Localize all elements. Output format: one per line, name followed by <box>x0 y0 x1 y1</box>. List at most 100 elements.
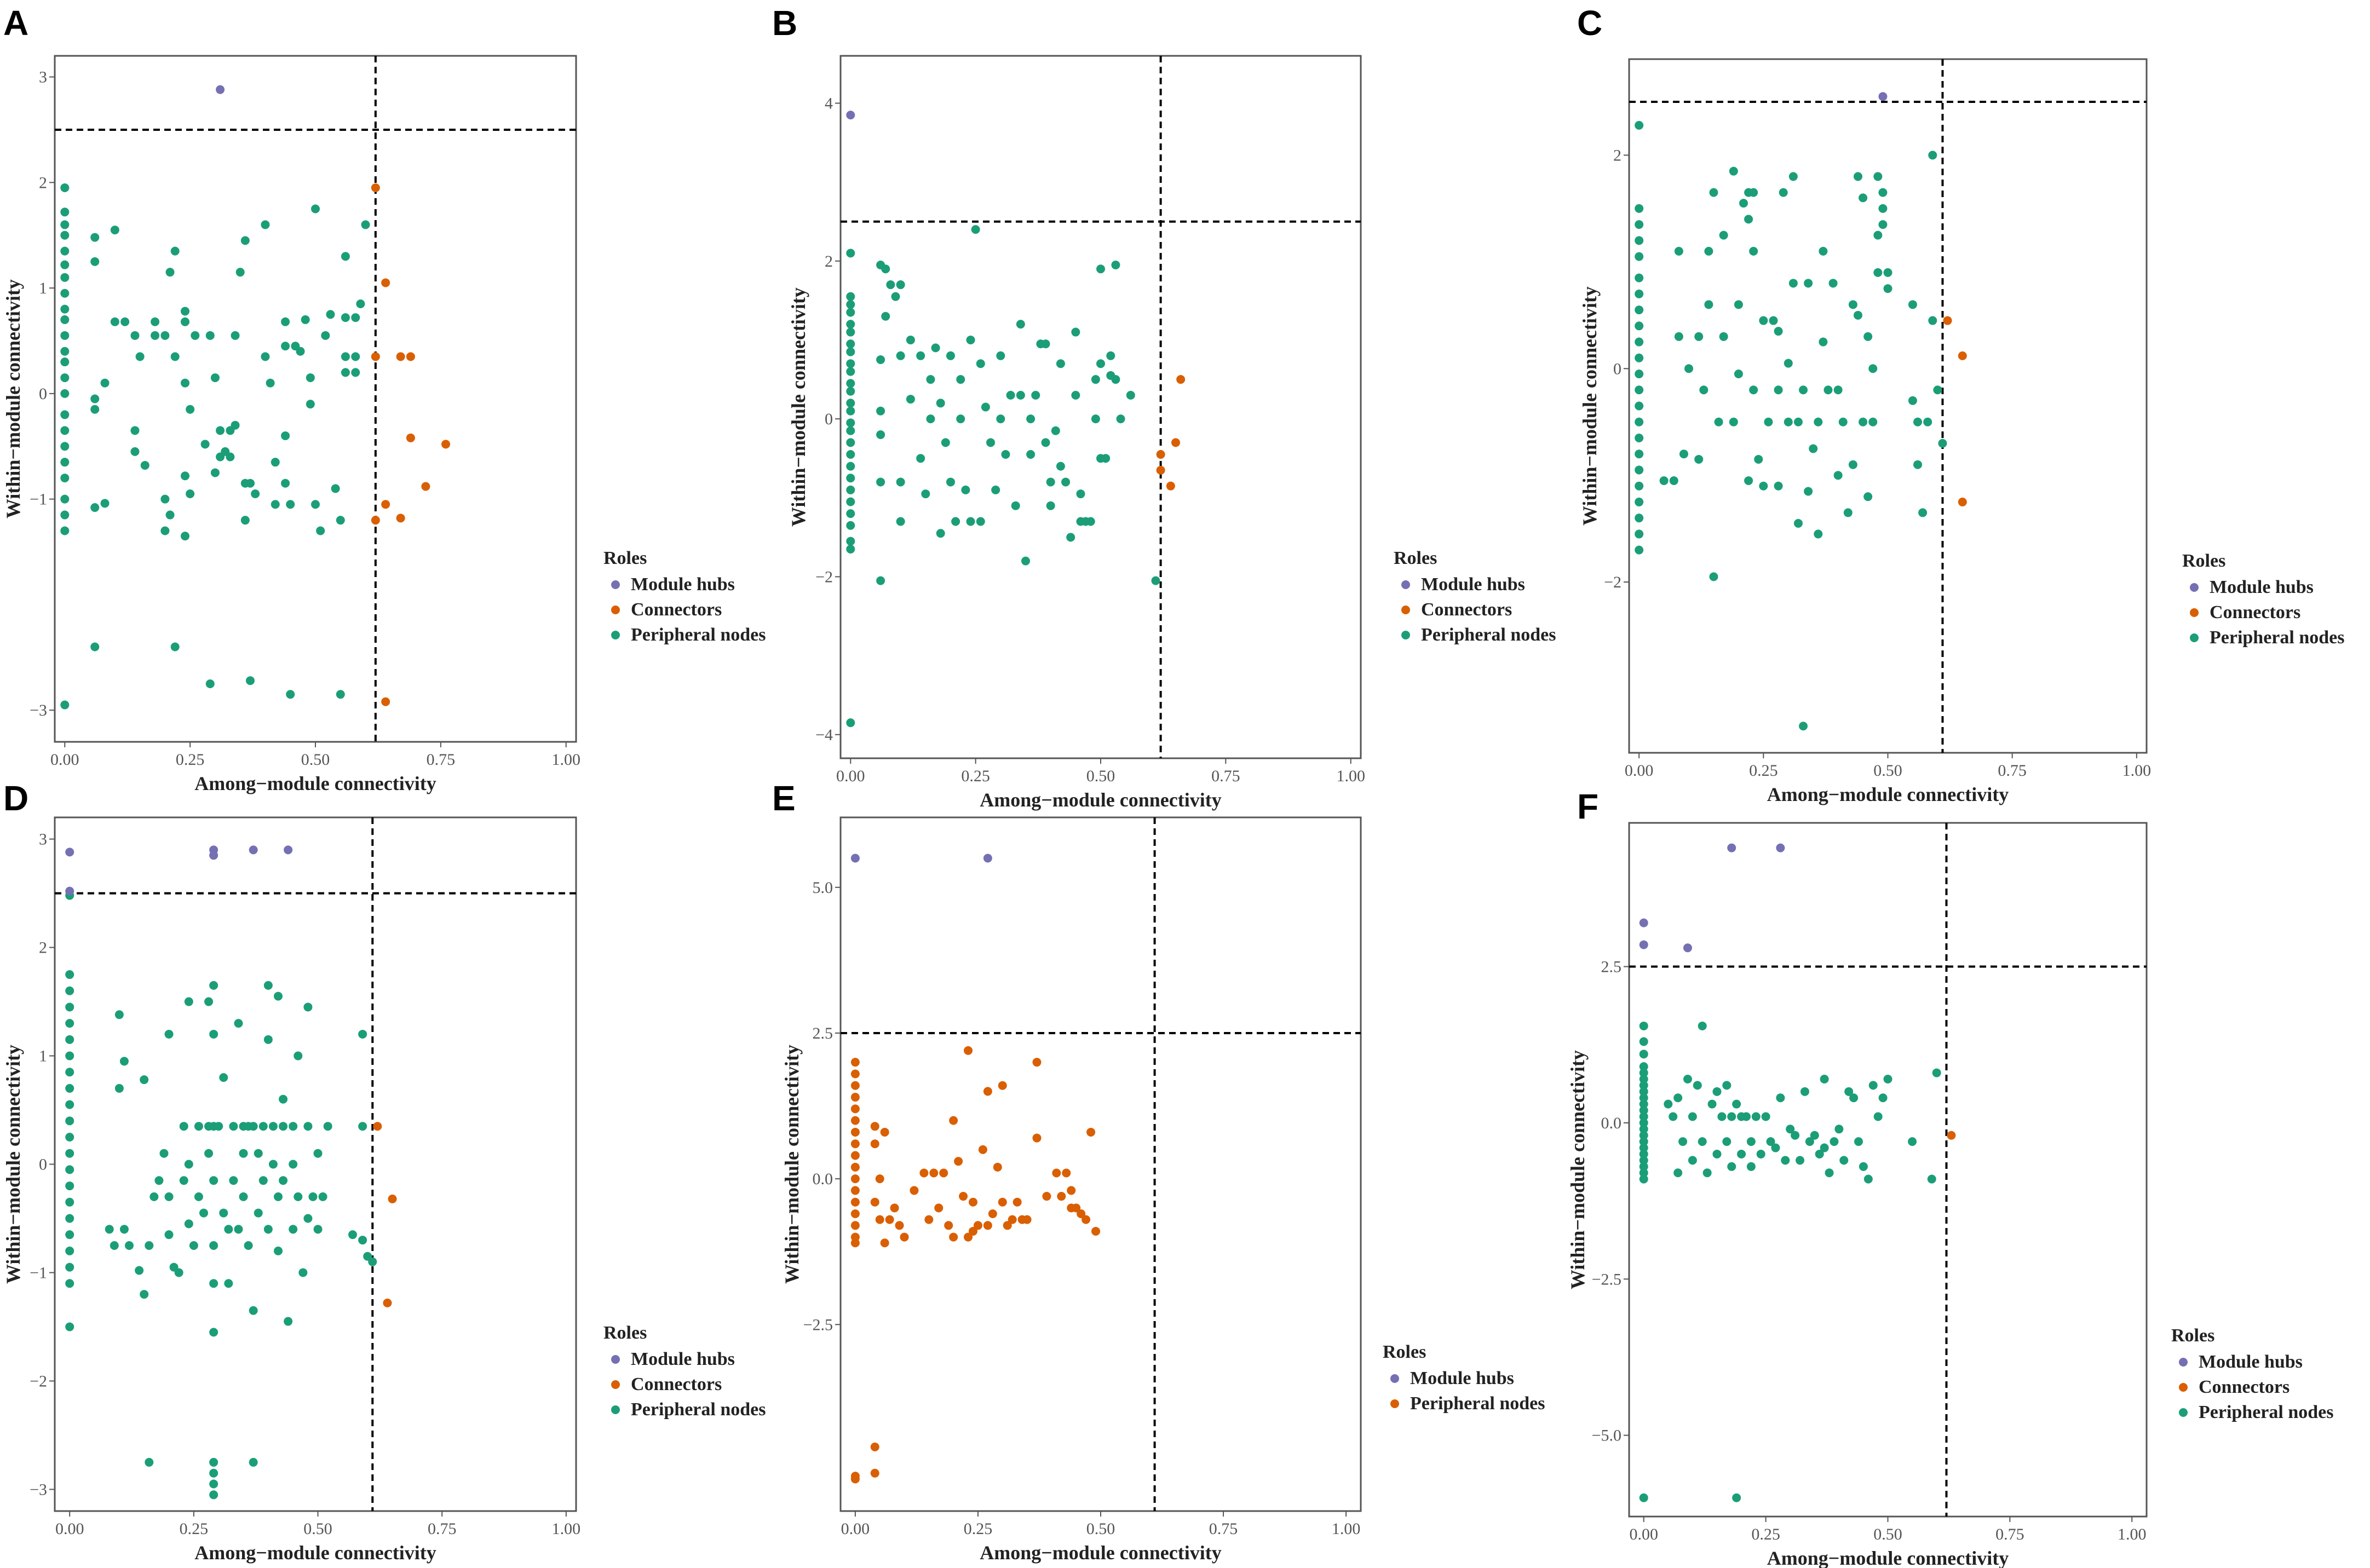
x-tick-label: 0.50 <box>1086 767 1115 785</box>
y-tick-label: −1 <box>30 1264 47 1282</box>
data-point <box>1868 1081 1878 1090</box>
data-point <box>165 268 175 277</box>
data-point <box>249 845 258 855</box>
series-module-hubs <box>846 111 855 120</box>
data-point <box>246 479 255 488</box>
data-point <box>1853 172 1862 181</box>
data-point <box>1688 1112 1697 1121</box>
x-axis-title: Among−module connectivity <box>980 1542 1222 1564</box>
series-peripheral-nodes <box>850 1046 1101 1484</box>
data-point <box>1086 517 1095 526</box>
y-tick-label: 2 <box>1613 146 1621 164</box>
data-point <box>65 1230 74 1240</box>
data-point <box>1709 572 1718 581</box>
y-axis-title: Within−module connectivity <box>2 279 24 518</box>
data-point <box>216 426 225 435</box>
y-tick-label: 3 <box>39 68 47 87</box>
data-point <box>1678 1137 1688 1146</box>
y-tick-label: 0.0 <box>813 1170 833 1188</box>
panel-c: C 0.00 0.25 0.50 0.75 1.00 −2 0 2 Among−module co… <box>1577 3 2344 805</box>
data-point <box>1819 246 1828 256</box>
data-point <box>881 264 890 274</box>
data-point <box>1052 1168 1061 1178</box>
data-point <box>1796 1156 1805 1165</box>
data-point <box>145 1241 154 1250</box>
data-point <box>1799 385 1808 395</box>
data-point <box>1101 454 1111 463</box>
data-point <box>1793 518 1803 528</box>
legend-key <box>2179 1408 2188 1417</box>
data-point <box>1006 390 1015 400</box>
data-point <box>916 351 925 360</box>
data-point <box>140 1075 149 1085</box>
data-point <box>1001 449 1010 459</box>
data-point <box>181 378 189 388</box>
y-tick-label: 2.5 <box>813 1024 833 1042</box>
data-point <box>1749 385 1758 395</box>
data-point <box>186 489 195 498</box>
data-point <box>209 1479 218 1489</box>
legend-label: Connectors <box>2210 602 2300 622</box>
data-point <box>850 1127 860 1137</box>
data-point <box>145 1457 154 1467</box>
data-point <box>396 352 405 361</box>
data-point <box>308 1192 318 1201</box>
data-point <box>358 1122 367 1131</box>
data-point <box>850 1058 860 1067</box>
data-point <box>1784 417 1793 426</box>
data-point <box>1722 1081 1732 1090</box>
data-point <box>968 1226 977 1236</box>
x-tick-label: 0.50 <box>303 1520 332 1538</box>
data-point <box>1958 497 1967 506</box>
x-tick-label: 1.00 <box>551 751 580 769</box>
legend: Roles Module hubs Connectors Peripheral nod… <box>603 548 766 645</box>
data-point <box>1698 1137 1707 1146</box>
data-point <box>1171 438 1181 447</box>
x-tick-label: 0.75 <box>1998 762 2027 780</box>
data-point <box>988 1209 997 1218</box>
data-point <box>1674 332 1683 341</box>
data-point <box>1639 1081 1648 1090</box>
legend-title: Roles <box>1383 1342 1426 1362</box>
data-point <box>114 1010 124 1019</box>
data-point <box>993 1162 1002 1172</box>
data-point <box>885 1215 894 1224</box>
data-point <box>65 986 74 995</box>
data-point <box>1057 1192 1066 1201</box>
data-point <box>1635 481 1644 491</box>
x-tick-label: 0.50 <box>1086 1520 1115 1538</box>
data-point <box>371 183 380 192</box>
data-point <box>1732 1099 1741 1109</box>
data-point <box>1943 316 1952 325</box>
legend-title: Roles <box>603 548 647 568</box>
x-tick-label: 0.00 <box>841 1520 870 1538</box>
series-connectors <box>1943 316 1967 506</box>
y-axis-title: Within−module connectivity <box>1567 1050 1589 1289</box>
data-point <box>991 485 1000 494</box>
data-point <box>65 1133 74 1142</box>
legend-key <box>2179 1358 2188 1367</box>
data-point <box>876 576 885 585</box>
data-point <box>235 268 245 277</box>
data-point <box>181 532 189 541</box>
data-point <box>279 1122 288 1131</box>
data-point <box>846 339 855 349</box>
data-point <box>1635 289 1644 298</box>
data-point <box>1166 481 1175 491</box>
data-point <box>279 1176 288 1185</box>
data-point <box>90 405 100 414</box>
data-point <box>151 317 160 326</box>
x-axis-title: Among−module connectivity <box>194 1542 436 1564</box>
data-point <box>179 1122 188 1131</box>
data-point <box>1947 1131 1956 1140</box>
data-point <box>1022 1215 1032 1224</box>
data-point <box>1635 321 1644 331</box>
data-point <box>160 494 170 504</box>
data-point <box>140 460 149 470</box>
data-point <box>1639 1106 1648 1115</box>
x-tick-label: 0.50 <box>1873 1525 1902 1543</box>
data-point <box>846 418 855 428</box>
data-point <box>964 1232 973 1242</box>
data-point <box>850 1474 860 1484</box>
data-point <box>846 292 855 301</box>
